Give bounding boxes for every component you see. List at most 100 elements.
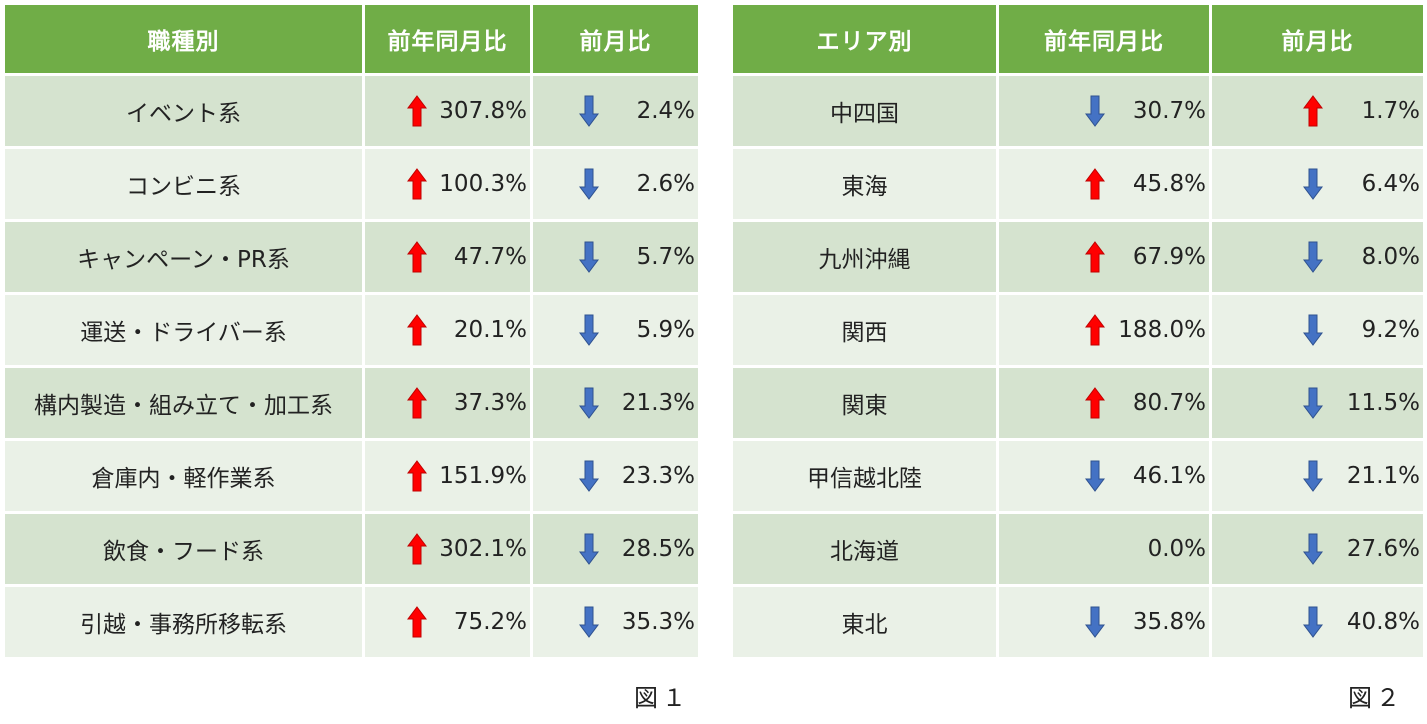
up-arrow-icon bbox=[407, 95, 427, 127]
mom-cell: 1.7% bbox=[1212, 76, 1423, 146]
yoy-value: 302.1% bbox=[439, 536, 527, 562]
up-arrow-icon bbox=[407, 387, 427, 419]
row-label: 中四国 bbox=[733, 76, 996, 146]
mom-cell: 35.3% bbox=[533, 587, 698, 657]
yoy-value: 151.9% bbox=[439, 463, 527, 489]
mom-value: 35.3% bbox=[621, 609, 695, 635]
mom-value: 9.2% bbox=[1361, 317, 1420, 343]
down-arrow-icon bbox=[579, 533, 599, 565]
mom-value: 28.5% bbox=[621, 536, 695, 562]
mom-cell: 5.7% bbox=[533, 222, 698, 292]
row-label: 甲信越北陸 bbox=[733, 441, 996, 511]
figure-caption-2: 図２ bbox=[1348, 684, 1404, 712]
row-label-text: 東海 bbox=[841, 174, 888, 200]
row-label: イベント系 bbox=[5, 76, 362, 146]
table-row: キャンペーン・PR系 47.7% 5.7% bbox=[5, 222, 698, 292]
mom-cell: 40.8% bbox=[1212, 587, 1423, 657]
yoy-cell: 47.7% bbox=[365, 222, 530, 292]
row-label-text: 甲信越北陸 bbox=[807, 466, 922, 492]
yoy-value: 35.8% bbox=[1132, 609, 1206, 635]
table-row: コンビニ系 100.3% 2.6% bbox=[5, 149, 698, 219]
table-row: 倉庫内・軽作業系 151.9% 23.3% bbox=[5, 441, 698, 511]
down-arrow-icon bbox=[1085, 95, 1105, 127]
yoy-value: 307.8% bbox=[439, 98, 527, 124]
mom-value: 23.3% bbox=[621, 463, 695, 489]
row-label-text: 運送・ドライバー系 bbox=[80, 320, 287, 346]
row-label: 関西 bbox=[733, 295, 996, 365]
table-row: 飲食・フード系 302.1% 28.5% bbox=[5, 514, 698, 584]
area-panel: エリア別 前年同月比 前月比 中四国 30.7% 1.7% 東海 45.8% 6.4% 九州… bbox=[733, 5, 1423, 657]
down-arrow-icon bbox=[1303, 606, 1323, 638]
row-label: 関東 bbox=[733, 368, 996, 438]
row-label-text: 倉庫内・軽作業系 bbox=[91, 466, 276, 492]
mom-value: 21.1% bbox=[1346, 463, 1420, 489]
mom-cell: 9.2% bbox=[1212, 295, 1423, 365]
up-arrow-icon bbox=[407, 241, 427, 273]
header-mom: 前月比 bbox=[533, 5, 698, 73]
up-arrow-icon bbox=[1085, 387, 1105, 419]
yoy-cell: 30.7% bbox=[999, 76, 1209, 146]
mom-value: 8.0% bbox=[1361, 244, 1420, 270]
header-yoy: 前年同月比 bbox=[365, 5, 530, 73]
yoy-cell: 20.1% bbox=[365, 295, 530, 365]
table-row: 関東 80.7% 11.5% bbox=[733, 368, 1423, 438]
table-row: 中四国 30.7% 1.7% bbox=[733, 76, 1423, 146]
row-label-text: イベント系 bbox=[126, 101, 241, 127]
up-arrow-icon bbox=[1303, 95, 1323, 127]
yoy-cell: 75.2% bbox=[365, 587, 530, 657]
up-arrow-icon bbox=[407, 606, 427, 638]
yoy-value: 47.7% bbox=[453, 244, 527, 270]
yoy-cell: 46.1% bbox=[999, 441, 1209, 511]
table-row: 北海道 0.0% 27.6% bbox=[733, 514, 1423, 584]
up-arrow-icon bbox=[407, 533, 427, 565]
figure-caption-1: 図１ bbox=[634, 684, 690, 712]
yoy-cell: 67.9% bbox=[999, 222, 1209, 292]
yoy-value: 46.1% bbox=[1132, 463, 1206, 489]
row-label-text: 中四国 bbox=[830, 101, 899, 127]
down-arrow-icon bbox=[579, 168, 599, 200]
row-label: 引越・事務所移転系 bbox=[5, 587, 362, 657]
row-label-text: 引越・事務所移転系 bbox=[80, 612, 287, 638]
table-row: 東海 45.8% 6.4% bbox=[733, 149, 1423, 219]
up-arrow-icon bbox=[1085, 241, 1105, 273]
down-arrow-icon bbox=[579, 95, 599, 127]
mom-value: 5.7% bbox=[636, 244, 695, 270]
yoy-cell: 37.3% bbox=[365, 368, 530, 438]
up-arrow-icon bbox=[407, 168, 427, 200]
row-label-text: 飲食・フード系 bbox=[103, 539, 264, 565]
down-arrow-icon bbox=[1085, 606, 1105, 638]
yoy-cell: 307.8% bbox=[365, 76, 530, 146]
row-label-text: 構内製造・組み立て・加工系 bbox=[34, 393, 333, 419]
row-label: 運送・ドライバー系 bbox=[5, 295, 362, 365]
table-row: 引越・事務所移転系 75.2% 35.3% bbox=[5, 587, 698, 657]
yoy-value: 75.2% bbox=[453, 609, 527, 635]
job-type-panel: 職種別 前年同月比 前月比 イベント系 307.8% 2.4% コンビニ系 100.3%… bbox=[5, 5, 698, 657]
row-label: 構内製造・組み立て・加工系 bbox=[5, 368, 362, 438]
mom-cell: 21.1% bbox=[1212, 441, 1423, 511]
down-arrow-icon bbox=[579, 241, 599, 273]
yoy-value: 45.8% bbox=[1132, 171, 1206, 197]
area-table: エリア別 前年同月比 前月比 中四国 30.7% 1.7% 東海 45.8% 6.4% 九州… bbox=[730, 2, 1426, 660]
header-job-type: 職種別 bbox=[5, 5, 362, 73]
yoy-cell: 188.0% bbox=[999, 295, 1209, 365]
row-label: キャンペーン・PR系 bbox=[5, 222, 362, 292]
row-label: 東北 bbox=[733, 587, 996, 657]
mom-value: 21.3% bbox=[621, 390, 695, 416]
yoy-value: 37.3% bbox=[453, 390, 527, 416]
row-label-text: 関東 bbox=[841, 393, 888, 419]
mom-cell: 28.5% bbox=[533, 514, 698, 584]
yoy-value: 67.9% bbox=[1132, 244, 1206, 270]
row-label-text: 九州沖縄 bbox=[818, 247, 911, 273]
header-mom: 前月比 bbox=[1212, 5, 1423, 73]
mom-value: 6.4% bbox=[1361, 171, 1420, 197]
down-arrow-icon bbox=[1303, 460, 1323, 492]
table-row: イベント系 307.8% 2.4% bbox=[5, 76, 698, 146]
row-label: 飲食・フード系 bbox=[5, 514, 362, 584]
yoy-cell: 100.3% bbox=[365, 149, 530, 219]
row-label: 倉庫内・軽作業系 bbox=[5, 441, 362, 511]
yoy-cell: 151.9% bbox=[365, 441, 530, 511]
table-row: 運送・ドライバー系 20.1% 5.9% bbox=[5, 295, 698, 365]
down-arrow-icon bbox=[1303, 387, 1323, 419]
up-arrow-icon bbox=[1085, 168, 1105, 200]
yoy-cell: 0.0% bbox=[999, 514, 1209, 584]
